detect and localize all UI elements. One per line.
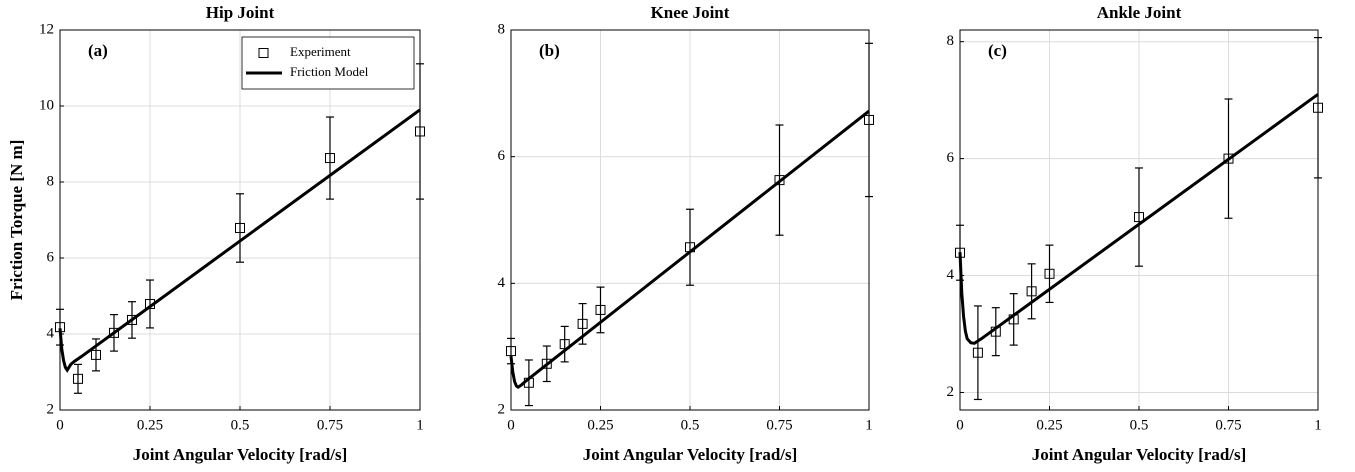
model-line: [958, 93, 1319, 345]
y-tick-label: 8: [47, 173, 55, 189]
y-tick-label: 2: [47, 401, 55, 417]
panel-label: (c): [988, 41, 1007, 60]
error-bar: [236, 193, 244, 263]
subplot: 2 4 6 8 10 12 0 0.25 0.5 0.75 1 Hip Joint Joint Angu…: [7, 3, 425, 464]
y-tick-label: 10: [39, 97, 54, 113]
error-bar: [596, 286, 605, 334]
error-bar: [973, 305, 982, 401]
y-tick-label: 6: [498, 148, 506, 164]
error-bar: [326, 116, 334, 200]
error-bar: [524, 359, 533, 407]
chart-title: Hip Joint: [206, 3, 275, 22]
marker: [127, 314, 137, 325]
marker: [73, 373, 83, 384]
error-bar: [1045, 244, 1054, 304]
x-tick-label: 0.25: [1036, 417, 1062, 433]
legend: Experiment Friction Model: [241, 36, 415, 90]
marker: [1223, 153, 1234, 164]
marker: [415, 126, 425, 137]
marker: [235, 222, 245, 233]
model-line: [58, 108, 421, 373]
error-bar: [686, 208, 694, 286]
y-tick-label: 4: [47, 325, 55, 341]
subplot: 2 4 6 8 0 0.25 0.5 0.75 1 Knee Joint Joint Angular…: [498, 3, 874, 464]
subplot: 2 4 6 8 0 0.25 0.5 0.75 1 Ankle Joint Joint Angula…: [947, 3, 1323, 464]
y-tick-label: 2: [498, 401, 506, 417]
y-tick-label: 8: [498, 21, 506, 37]
error-bar: [1009, 293, 1018, 346]
marker: [109, 327, 119, 338]
x-axis-label: Joint Angular Velocity [rad/s]: [1032, 445, 1247, 464]
x-tick-label: 1: [416, 417, 424, 433]
marker: [1026, 286, 1037, 297]
error-bar: [146, 279, 154, 329]
x-axis-label: Joint Angular Velocity [rad/s]: [133, 445, 348, 464]
legend-label: Experiment: [290, 44, 351, 59]
marker: [774, 175, 785, 186]
y-axis-label: Friction Torque [N m]: [7, 140, 26, 301]
panel-label: (a): [88, 41, 108, 60]
model-line: [509, 109, 870, 390]
plot-frame: [510, 29, 870, 411]
plot-frame: [959, 29, 1319, 411]
y-tick-label: 12: [39, 21, 54, 37]
legend-marker: [258, 48, 269, 58]
x-tick-label: 1: [1314, 417, 1322, 433]
legend-label: Friction Model: [290, 64, 369, 79]
x-tick-label: 0.25: [587, 417, 613, 433]
legend-box: [241, 36, 415, 90]
x-tick-label: 0.25: [137, 417, 163, 433]
x-axis-label: Joint Angular Velocity [rad/s]: [583, 445, 798, 464]
error-bar: [1027, 263, 1036, 320]
y-tick-label: 4: [498, 275, 506, 291]
x-tick-label: 0.75: [317, 417, 343, 433]
x-tick-label: 0.75: [1215, 417, 1241, 433]
x-tick-label: 0.5: [231, 417, 250, 433]
plot-frame: [59, 29, 421, 411]
y-tick-label: 6: [947, 150, 955, 166]
error-bar: [865, 42, 873, 198]
y-tick-label: 6: [47, 249, 55, 265]
error-bar: [74, 363, 82, 394]
error-bar: [416, 63, 424, 200]
error-bar: [560, 325, 569, 363]
panel-label: (b): [539, 41, 560, 60]
error-bar: [1314, 36, 1322, 179]
marker: [1044, 268, 1055, 279]
error-bar: [991, 307, 1000, 357]
marker: [595, 304, 606, 315]
y-tick-label: 8: [947, 33, 955, 49]
x-tick-label: 0: [956, 417, 964, 433]
marker: [91, 349, 101, 360]
x-tick-label: 0: [56, 417, 64, 433]
x-tick-label: 0.75: [766, 417, 792, 433]
marker: [972, 347, 983, 358]
marker: [864, 114, 874, 125]
x-tick-label: 0: [507, 417, 515, 433]
x-tick-label: 0.5: [681, 417, 700, 433]
x-tick-label: 1: [865, 417, 873, 433]
y-tick-label: 4: [947, 267, 955, 283]
error-bar: [1135, 167, 1143, 267]
marker: [325, 153, 335, 164]
x-tick-label: 0.5: [1130, 417, 1149, 433]
chart-title: Ankle Joint: [1097, 3, 1182, 22]
marker: [541, 358, 552, 369]
marker: [506, 346, 516, 357]
marker: [1313, 102, 1323, 113]
marker: [577, 318, 588, 329]
y-tick-label: 2: [947, 384, 955, 400]
chart-title: Knee Joint: [651, 3, 730, 22]
marker: [1134, 212, 1144, 223]
